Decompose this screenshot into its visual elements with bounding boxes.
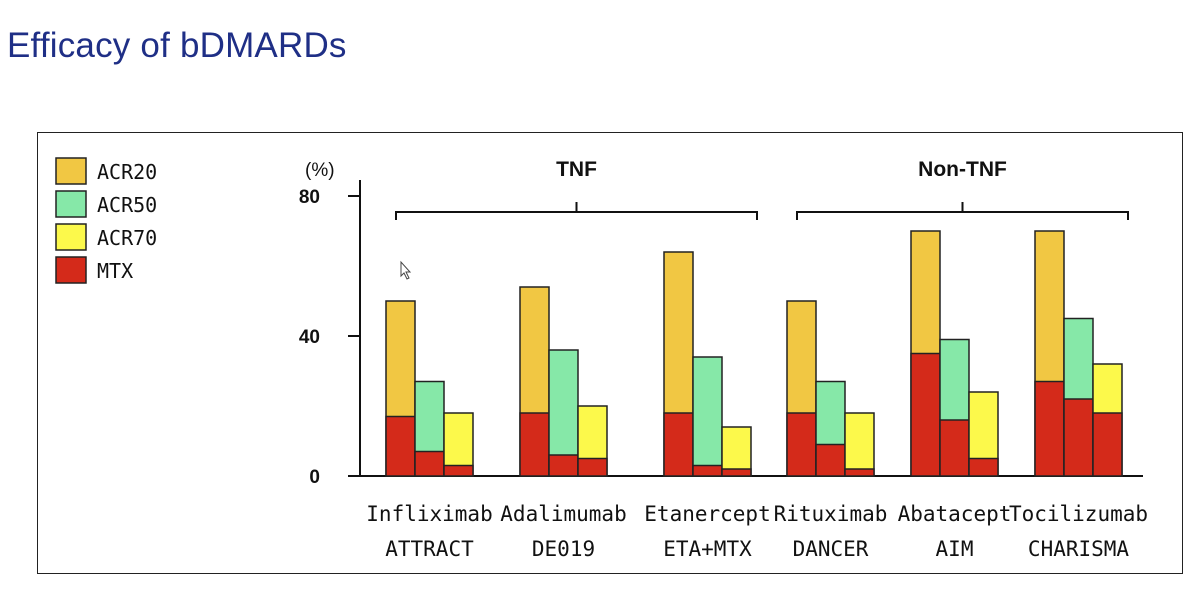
- bar-mtx-acr70-rituximab: [844, 468, 875, 477]
- group-label-tnf: TNF: [556, 158, 597, 181]
- legend-label-acr70: ACR70: [97, 226, 157, 250]
- legend-swatch-acr70: [55, 223, 87, 251]
- x-category-trial-rituximab: DANCER: [793, 537, 869, 561]
- bar-mtx-acr20-rituximab: [786, 412, 817, 477]
- bar-mtx-acr50-infliximab: [414, 450, 445, 477]
- bar-mtx-acr50-abatacept: [939, 419, 970, 477]
- bar-mtx-acr20-etanercept: [663, 412, 694, 477]
- x-category-drug-etanercept: Etanercept: [644, 502, 770, 526]
- group-label-non-tnf: Non-TNF: [918, 158, 1007, 181]
- bar-mtx-acr20-abatacept: [910, 352, 941, 477]
- bar-mtx-acr70-tocilizumab: [1092, 412, 1123, 477]
- x-category-drug-adalimumab: Adalimumab: [500, 502, 626, 526]
- x-category-drug-abatacept: Abatacept: [898, 502, 1012, 526]
- bar-acr70-etanercept: [721, 426, 752, 477]
- legend-label-acr50: ACR50: [97, 193, 157, 217]
- x-category-trial-etanercept: ETA+MTX: [663, 537, 752, 561]
- legend-swatch-acr20: [55, 157, 87, 185]
- bar-mtx-acr20-infliximab: [385, 415, 416, 477]
- bar-mtx-acr70-abatacept: [968, 457, 999, 477]
- y-tick-label-80: 80: [299, 187, 320, 208]
- legend-label-acr20: ACR20: [97, 160, 157, 184]
- y-axis-unit-label: (%): [305, 160, 335, 181]
- bar-mtx-acr70-infliximab: [443, 464, 474, 477]
- legend-swatch-mtx: [55, 256, 87, 284]
- group-bracket-non-tnf: [796, 202, 1129, 220]
- bar-acr70-rituximab: [844, 412, 875, 477]
- bar-mtx-acr70-adalimumab: [577, 457, 608, 477]
- legend-swatch-acr50: [55, 190, 87, 218]
- bar-acr50-etanercept: [692, 356, 723, 477]
- x-category-trial-abatacept: AIM: [936, 537, 974, 561]
- y-tick-label-0: 0: [309, 467, 320, 488]
- bar-mtx-acr50-rituximab: [815, 443, 846, 477]
- mouse-cursor-icon: [400, 260, 412, 280]
- x-category-drug-infliximab: Infliximab: [366, 502, 492, 526]
- y-tick-label-40: 40: [299, 327, 320, 348]
- x-category-trial-tocilizumab: CHARISMA: [1028, 537, 1130, 561]
- legend-label-mtx: MTX: [97, 259, 133, 283]
- x-category-drug-tocilizumab: Tocilizumab: [1009, 502, 1148, 526]
- bar-mtx-acr20-tocilizumab: [1034, 380, 1065, 477]
- bar-mtx-acr70-etanercept: [721, 468, 752, 477]
- page-title: Efficacy of bDMARDs: [7, 26, 347, 65]
- group-bracket-tnf: [395, 202, 758, 220]
- bar-mtx-acr20-adalimumab: [519, 412, 550, 477]
- x-category-trial-infliximab: ATTRACT: [385, 537, 474, 561]
- x-category-trial-adalimumab: DE019: [532, 537, 595, 561]
- figure-frame: [37, 132, 1183, 574]
- x-category-drug-rituximab: Rituximab: [774, 502, 888, 526]
- bar-mtx-acr50-adalimumab: [548, 454, 579, 477]
- bar-mtx-acr50-etanercept: [692, 464, 723, 477]
- bar-mtx-acr50-tocilizumab: [1063, 398, 1094, 477]
